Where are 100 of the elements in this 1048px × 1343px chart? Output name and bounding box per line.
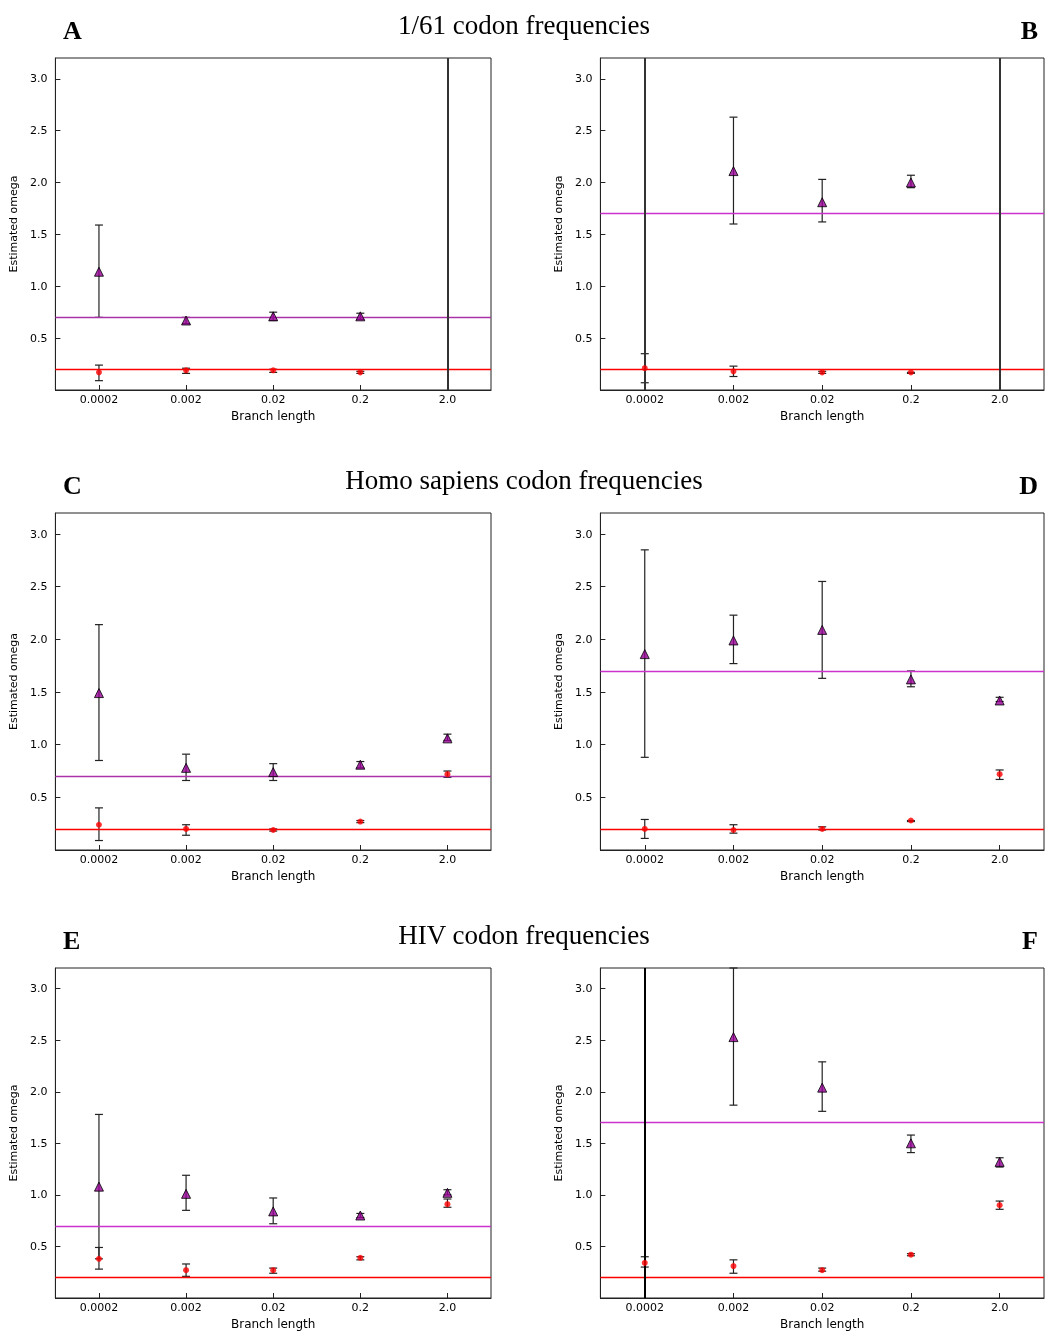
y-tick-label: 2.0 [29, 1085, 48, 1099]
point [183, 1267, 190, 1274]
y-tick-label: 0.5 [29, 331, 48, 345]
chart-title: F [1022, 925, 1039, 955]
point [730, 1263, 737, 1270]
y-tick-label: 3.0 [574, 982, 593, 996]
x-tick-label: 0.0002 [79, 393, 119, 406]
x-axis-title: Branch length [230, 869, 316, 883]
y-axis-title: Estimated omega [7, 632, 20, 731]
x-tick-label: 0.002 [717, 1301, 750, 1314]
y-tick-label: 0.5 [574, 1239, 593, 1253]
x-tick-label: 0.2 [351, 853, 370, 866]
x-tick-label: 2.0 [990, 1301, 1009, 1314]
y-tick-label: 1.5 [29, 227, 48, 241]
x-tick-label: 0.02 [809, 1301, 835, 1314]
y-axis-title: Estimated omega [7, 1084, 20, 1182]
x-tick-label: 0.002 [717, 393, 750, 406]
y-tick-label: 1.5 [29, 1136, 48, 1150]
x-tick-label: 0.002 [170, 1301, 202, 1314]
x-tick-label: 0.02 [260, 853, 286, 866]
point [268, 1206, 279, 1217]
point [728, 635, 739, 646]
x-tick-label: 0.002 [170, 393, 202, 406]
chart-subtitle: 1/61 codon frequencies [398, 10, 650, 40]
point [93, 1181, 104, 1192]
y-tick-label: 2.0 [29, 176, 48, 189]
point [95, 369, 102, 376]
chart-title: E [63, 925, 81, 955]
x-tick-label: 0.0002 [79, 1301, 119, 1314]
chart-subtitle: Homo sapiens codon frequencies [345, 465, 703, 495]
x-tick-label: 0.0002 [625, 1301, 664, 1314]
chart-subtitle: HIV codon frequencies [398, 920, 650, 950]
point [183, 825, 190, 832]
y-tick-label: 3.0 [29, 982, 48, 996]
y-tick-label: 1.0 [29, 279, 48, 293]
y-tick-label: 0.5 [29, 1239, 48, 1253]
y-tick-label: 2.5 [574, 124, 593, 138]
x-tick-label: 0.2 [902, 393, 920, 406]
y-tick-label: 1.0 [29, 1188, 48, 1202]
point [728, 166, 739, 177]
y-tick-label: 3.0 [29, 72, 48, 86]
point [817, 624, 828, 635]
y-tick-label: 0.5 [574, 790, 593, 804]
point [641, 825, 648, 832]
x-tick-label: 0.2 [351, 393, 370, 406]
chart-title: A [63, 15, 82, 45]
y-tick-label: 1.5 [29, 685, 48, 699]
x-tick-label: 2.0 [990, 853, 1009, 866]
x-axis-title: Branch length [779, 409, 865, 423]
y-tick-label: 1.0 [574, 738, 593, 752]
y-tick-label: 1.5 [574, 227, 593, 241]
chart-title: D [1019, 470, 1038, 500]
y-tick-label: 1.0 [574, 1188, 593, 1202]
x-tick-label: 2.0 [438, 853, 457, 866]
x-axis-title: Branch length [779, 1317, 865, 1331]
x-tick-label: 0.02 [809, 853, 835, 866]
y-tick-label: 2.5 [29, 124, 48, 138]
point [95, 821, 102, 828]
y-tick-label: 3.0 [574, 72, 593, 86]
y-tick-label: 1.5 [574, 1136, 593, 1150]
y-tick-label: 0.5 [29, 790, 48, 804]
x-tick-label: 0.0002 [625, 853, 664, 866]
x-tick-label: 0.2 [902, 1301, 920, 1314]
point [181, 762, 192, 773]
chart-title: C [63, 470, 82, 500]
point [181, 1188, 192, 1199]
y-tick-label: 2.5 [29, 580, 48, 594]
y-axis-title: Estimated omega [552, 1084, 565, 1182]
point [817, 1082, 828, 1093]
x-tick-label: 0.02 [809, 393, 835, 406]
y-tick-label: 2.0 [574, 632, 593, 646]
x-tick-label: 0.0002 [625, 393, 664, 406]
y-tick-label: 2.0 [574, 176, 593, 189]
y-axis-title: Estimated omega [552, 632, 565, 731]
x-tick-label: 0.0002 [79, 853, 119, 866]
y-axis-title: Estimated omega [7, 175, 20, 273]
y-tick-label: 2.5 [29, 1033, 48, 1047]
y-tick-label: 1.0 [29, 738, 48, 752]
x-tick-label: 0.002 [170, 853, 202, 866]
point [905, 1138, 916, 1149]
x-axis-title: Branch length [779, 869, 865, 883]
y-tick-label: 2.0 [574, 1085, 593, 1099]
point [817, 197, 828, 208]
x-tick-label: 0.002 [717, 853, 750, 866]
y-axis-title: Estimated omega [552, 175, 565, 273]
chart-title: B [1020, 15, 1038, 45]
point [93, 266, 104, 277]
x-axis-title: Branch length [230, 409, 316, 423]
y-tick-label: 3.0 [29, 527, 48, 541]
y-tick-label: 3.0 [574, 527, 593, 541]
y-tick-label: 1.5 [574, 685, 593, 699]
y-tick-label: 1.0 [574, 279, 593, 293]
x-tick-label: 2.0 [990, 393, 1009, 406]
x-tick-label: 0.02 [260, 1301, 286, 1314]
point [641, 365, 648, 372]
x-tick-label: 2.0 [438, 393, 457, 406]
y-tick-label: 2.0 [29, 632, 48, 646]
point [268, 767, 279, 778]
point [639, 649, 650, 660]
point [905, 674, 916, 685]
